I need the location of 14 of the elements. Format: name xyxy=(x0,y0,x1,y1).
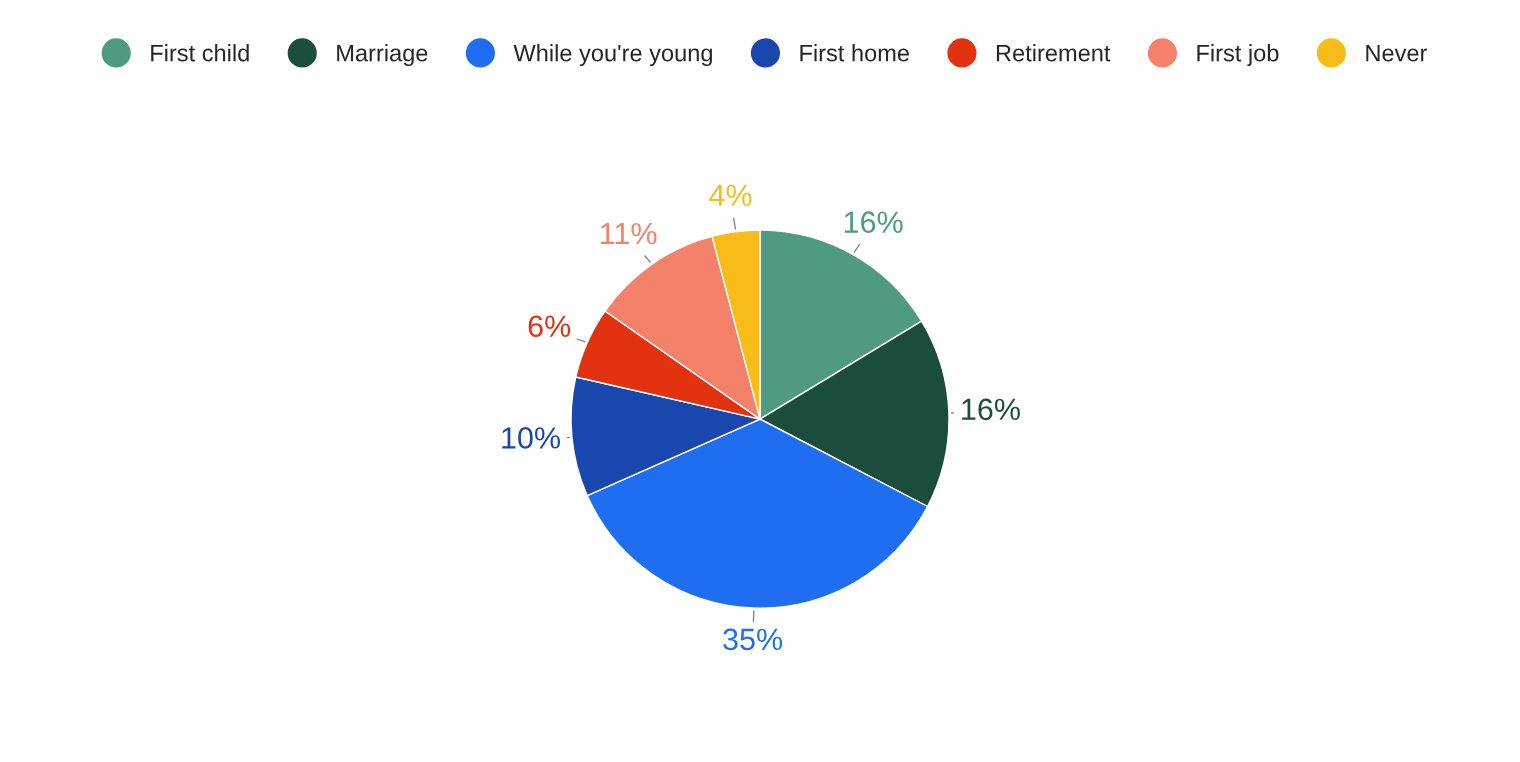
legend-label: First child xyxy=(151,44,249,62)
legend-label: Never xyxy=(1366,44,1428,62)
data-label: 35% xyxy=(723,628,783,651)
data-label: 16% xyxy=(844,211,903,234)
legend-label: First job xyxy=(1197,44,1279,67)
data-label: 6% xyxy=(528,315,571,338)
data-label: 11% xyxy=(600,222,657,245)
legend-label: Retirement xyxy=(996,44,1111,62)
legend-label: First home xyxy=(800,44,909,62)
data-label: 4% xyxy=(709,184,752,207)
data-label: 16% xyxy=(962,398,1020,421)
legend-label: Marriage xyxy=(337,44,428,67)
legend-label: While you're young xyxy=(513,44,712,67)
data-label: 10% xyxy=(502,427,561,449)
